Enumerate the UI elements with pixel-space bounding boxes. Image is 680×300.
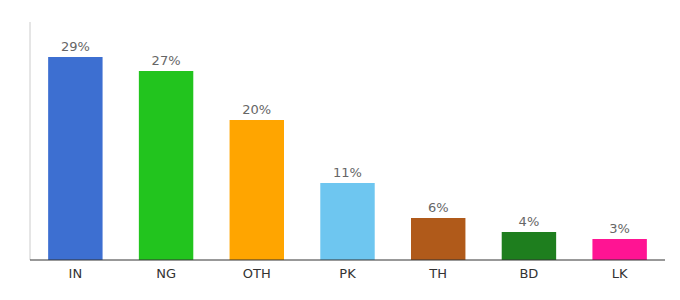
data-label: 3% [609,221,630,236]
x-tick-label: NG [156,266,176,281]
x-tick-label: LK [612,266,628,281]
data-label: 29% [61,39,90,54]
bar [320,183,374,260]
bar [139,71,193,260]
bar [48,57,102,260]
x-tick-label: IN [69,266,83,281]
x-tick-label: OTH [243,266,271,281]
data-label: 4% [519,214,540,229]
y-axis-line [30,22,31,260]
chart: IN NG OTH PK TH BD LK 29% 27% 20% 11% 6% 4% 3% [0,0,680,300]
chart-container: IN NG OTH PK TH BD LK 29% 27% 20% 11% 6% 4% 3% [0,0,680,300]
x-tick-label: BD [519,266,538,281]
bar [592,239,646,260]
x-tick-label: TH [428,266,447,281]
x-tick-label: PK [339,266,356,281]
x-axis-line [30,260,665,261]
data-label: 6% [428,200,449,215]
bar [502,232,556,260]
data-label: 11% [333,165,362,180]
bar [230,120,284,260]
bars [48,57,647,260]
bar [411,218,465,260]
data-label: 20% [242,102,271,117]
data-label: 27% [152,53,181,68]
